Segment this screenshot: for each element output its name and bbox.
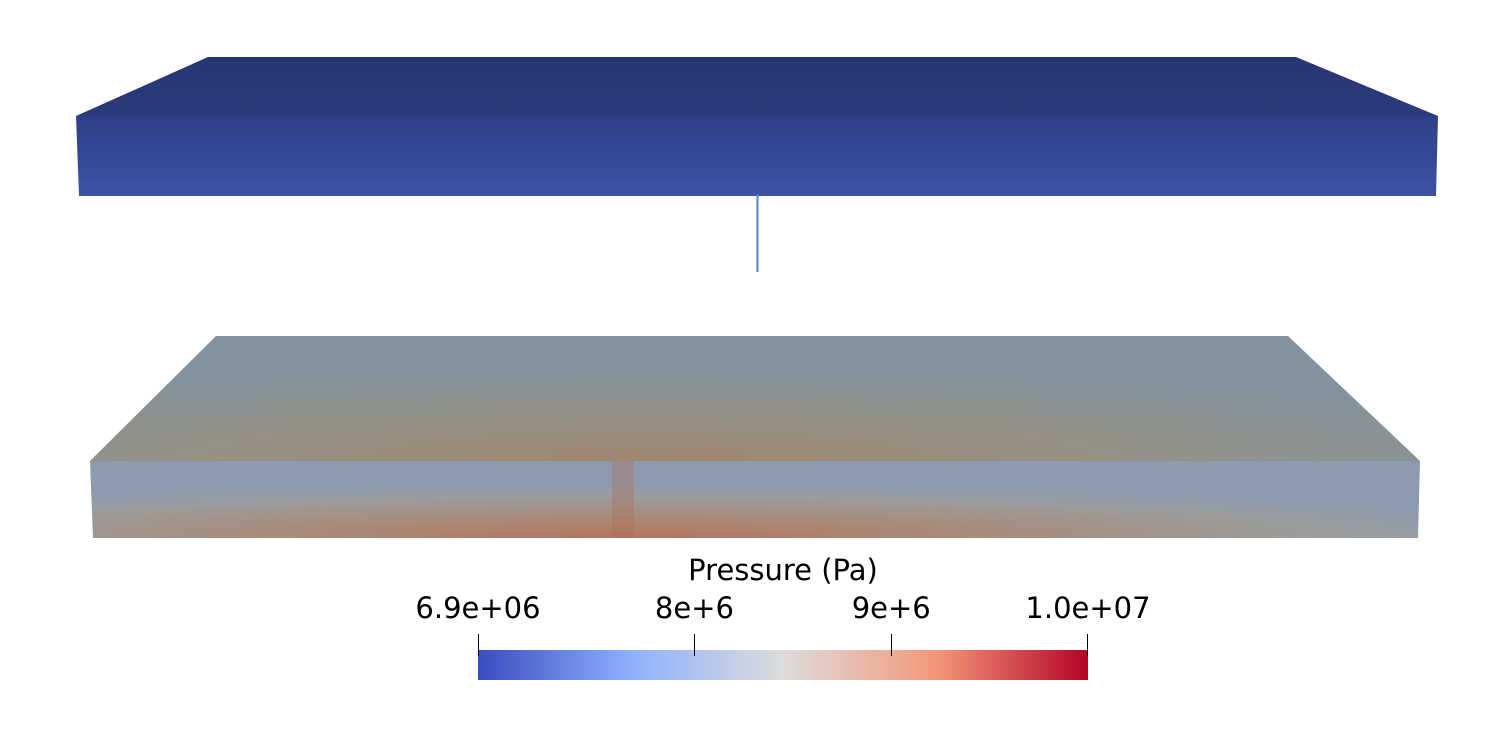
upper-layer-top-face <box>76 57 1438 116</box>
colorbar-min-label: 6.9e+06 <box>415 591 541 625</box>
lower-layer-injection-band <box>612 461 634 538</box>
colorbar-max-label: 1.0e+07 <box>1025 591 1151 625</box>
upper-layer-front-face <box>76 116 1438 196</box>
colorbar-min-tick <box>478 634 479 656</box>
upper-layer <box>76 57 1438 196</box>
colorbar-max-tick <box>1087 634 1088 656</box>
lower-layer-front-face <box>90 461 1420 538</box>
colorbar-tick-label: 9e+6 <box>851 591 931 625</box>
lower-layer <box>90 336 1420 538</box>
lower-layer-top-face <box>90 336 1420 461</box>
colorbar-tick-mark <box>694 634 695 656</box>
wellbore-connector <box>756 194 759 272</box>
colorbar-tick-label: 8e+6 <box>654 591 734 625</box>
colorbar-title: Pressure (Pa) <box>688 553 878 587</box>
colorbar-gradient <box>478 650 1088 680</box>
colorbar-tick-mark <box>891 634 892 656</box>
